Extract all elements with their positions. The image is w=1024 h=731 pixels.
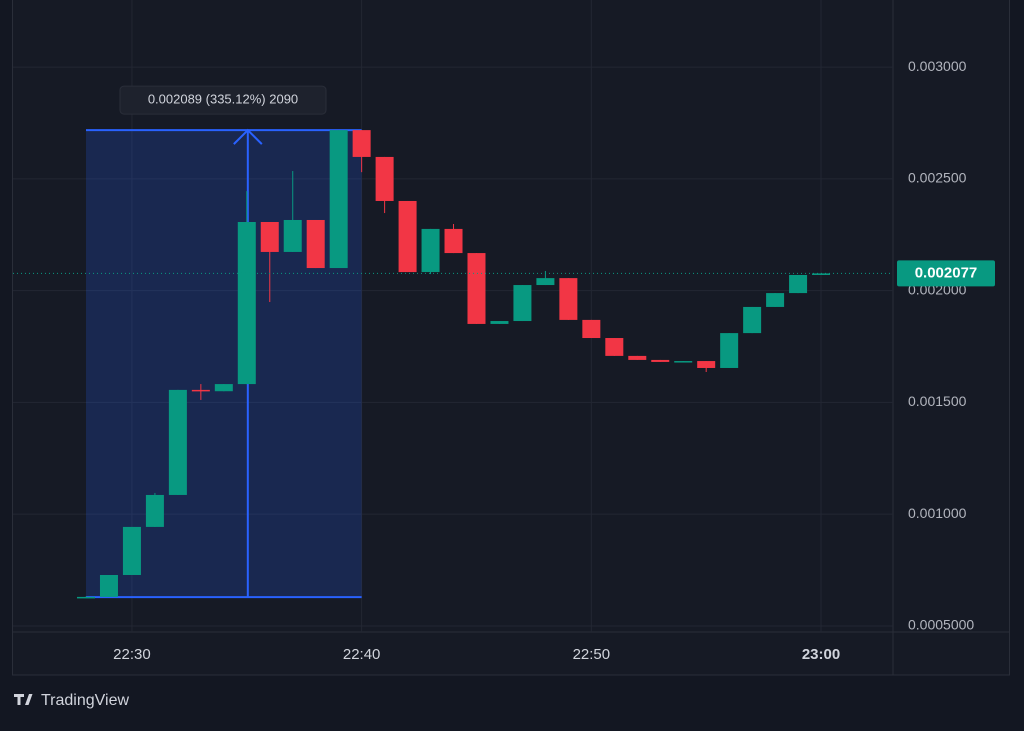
- candle: [260, 221, 279, 303]
- y-tick-label: 0.003000: [908, 58, 967, 74]
- candle: [421, 228, 440, 275]
- logo[interactable]: TradingView: [14, 692, 129, 709]
- candle-body: [237, 221, 256, 385]
- x-tick-label: 22:50: [573, 646, 611, 663]
- measure-label-box: [119, 85, 327, 115]
- candle: [237, 191, 256, 385]
- logo-text: TradingView: [41, 692, 129, 709]
- candle: [168, 389, 187, 495]
- candle-body: [789, 274, 808, 294]
- candle-body: [168, 389, 187, 495]
- candle: [214, 384, 233, 392]
- candle-body: [674, 361, 693, 363]
- measure-arrowhead: [233, 128, 263, 145]
- last-price-box: [897, 260, 995, 287]
- candle-body: [651, 359, 670, 362]
- candle: [697, 361, 716, 373]
- measure-range: [86, 130, 362, 598]
- candle-body: [421, 228, 440, 273]
- candle-body: [283, 219, 302, 252]
- candle-body: [99, 574, 118, 597]
- candle-body: [260, 221, 279, 252]
- candle-body: [398, 200, 417, 273]
- candle-body: [214, 384, 233, 392]
- candle-body: [766, 293, 785, 307]
- candle: [352, 130, 371, 173]
- candle: [99, 574, 118, 597]
- y-tick-label: 0.001500: [908, 393, 967, 409]
- candle: [674, 361, 693, 363]
- candle: [628, 355, 647, 360]
- candle: [490, 321, 509, 324]
- candle-body: [122, 526, 141, 575]
- candle: [513, 285, 532, 322]
- candle: [283, 171, 302, 252]
- y-tick-label: 0.001000: [908, 505, 967, 521]
- candle-body: [812, 273, 831, 275]
- candle-body: [352, 130, 371, 157]
- candle: [743, 306, 762, 334]
- candle: [766, 293, 785, 307]
- candle: [467, 253, 486, 324]
- candle: [191, 384, 210, 400]
- candle: [329, 130, 348, 269]
- logo-icon: [14, 694, 33, 705]
- candle: [398, 200, 417, 273]
- candle-body: [375, 156, 394, 201]
- candle: [789, 274, 808, 294]
- candle: [582, 319, 601, 339]
- candle-body: [467, 253, 486, 324]
- candle: [559, 278, 578, 320]
- measure-label: 0.002089 (335.12%) 2090: [148, 92, 298, 107]
- candle-body: [536, 278, 555, 286]
- candle-body: [191, 389, 210, 392]
- candle: [605, 338, 624, 356]
- x-tick-label: 22:30: [113, 646, 151, 663]
- candle-body: [628, 355, 647, 360]
- candle: [145, 492, 164, 527]
- y-tick-label: 0.0005000: [908, 617, 974, 633]
- candle-body: [145, 494, 164, 527]
- candle-body: [77, 596, 95, 599]
- candle-body: [697, 361, 716, 368]
- candle: [375, 156, 394, 214]
- candle-body: [444, 228, 463, 254]
- x-tick-label: 22:40: [343, 646, 381, 663]
- candle-body: [490, 321, 509, 324]
- candle-body: [720, 333, 739, 368]
- candle: [77, 596, 95, 599]
- candle: [306, 219, 325, 269]
- candle-body: [743, 306, 762, 334]
- plot-area: [13, 0, 893, 632]
- candle-body: [559, 278, 578, 320]
- candle-body: [605, 338, 624, 356]
- candle-body: [513, 285, 532, 322]
- candle: [444, 224, 463, 254]
- candle: [720, 333, 739, 368]
- candle-body: [582, 319, 601, 339]
- last-price-label: 0.002077: [915, 264, 978, 281]
- x-tick-label: 23:00: [802, 646, 840, 663]
- candle: [122, 526, 141, 575]
- candle-body: [306, 219, 325, 269]
- candle-body: [329, 130, 348, 269]
- y-tick-label: 0.002500: [908, 170, 967, 186]
- candle: [651, 359, 670, 362]
